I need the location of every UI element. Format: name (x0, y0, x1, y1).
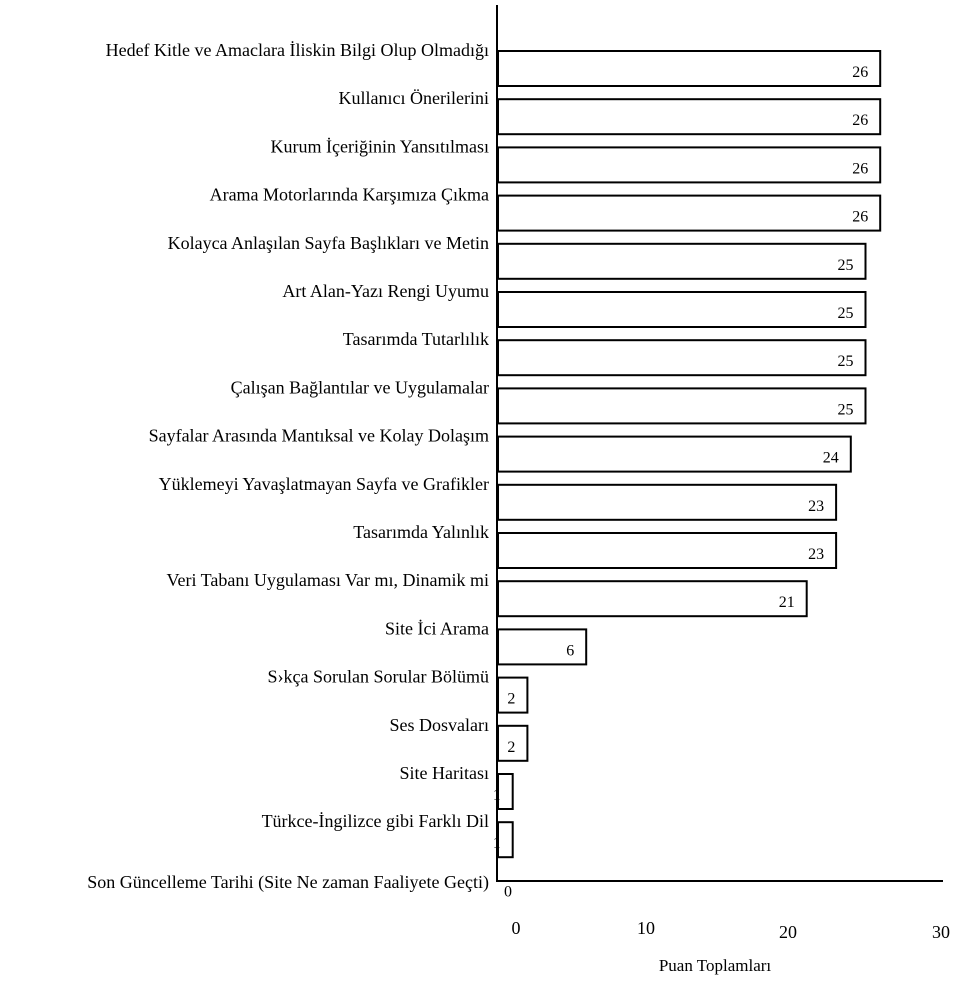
bar-13 (497, 676, 529, 714)
bar-4 (497, 242, 867, 280)
x-tick-label-0: 0 (512, 918, 521, 938)
bar-1 (497, 98, 882, 136)
bar-12 (497, 628, 588, 666)
category-label-6: Tasarımda Tutarlılık (343, 329, 489, 349)
category-label-3: Arama Motorlarında Karşımıza Çıkma (210, 185, 489, 205)
category-label-10: Tasarımda Yalınlık (353, 522, 489, 542)
category-label-11: Veri Tabanı Uygulaması Var mı, Dinamik m… (166, 570, 489, 590)
category-label-2: Kurum İçeriğinin Yansıtılması (271, 136, 490, 156)
bar-3 (497, 194, 882, 232)
bar-value-label-3: 26 (852, 209, 868, 226)
bar-value-label-17: 0 (504, 883, 512, 900)
category-label-7: Çalışan Bağlantılar ve Uygulamalar (231, 377, 489, 397)
bar-value-label-6: 25 (838, 353, 854, 370)
category-label-12: Site İci Arama (385, 618, 489, 638)
bar-10 (497, 532, 838, 569)
value-labels-layer: 262626262525252524232321622110 (493, 64, 869, 900)
category-label-5: Art Alan-Yazı Rengi Uyumu (282, 281, 489, 301)
category-label-17: Son Güncelleme Tarihi (Site Ne zaman Faa… (87, 872, 489, 893)
bar-11 (497, 580, 808, 618)
x-tick-label-30: 30 (932, 922, 950, 942)
bar-value-label-10: 23 (808, 546, 824, 563)
bar-value-label-2: 26 (852, 160, 868, 177)
category-labels-layer: Hedef Kitle ve Amaclara İliskin Bilgi Ol… (87, 40, 489, 893)
bar-9 (497, 483, 838, 521)
category-label-13: S›kça Sorulan Sorular Bölümü (268, 667, 489, 687)
bar-value-label-0: 26 (852, 64, 868, 81)
x-axis-title: Puan Toplamları (659, 956, 772, 975)
bar-value-label-1: 26 (852, 112, 868, 129)
category-label-4: Kolayca Anlaşılan Sayfa Başlıkları ve Me… (168, 233, 489, 253)
bar-value-label-4: 25 (838, 257, 854, 274)
x-tick-label-20: 20 (779, 922, 797, 942)
bar-2 (497, 146, 882, 184)
bar-0 (497, 50, 882, 87)
bar-value-label-14: 2 (507, 739, 515, 756)
bar-7 (497, 387, 867, 425)
category-label-8: Sayfalar Arasında Mantıksal ve Kolay Dol… (149, 426, 489, 446)
bar-value-label-9: 23 (808, 498, 824, 515)
bar-6 (497, 339, 867, 377)
bar-8 (497, 435, 852, 473)
bar-5 (497, 291, 867, 328)
category-label-9: Yüklemeyi Yavaşlatmayan Sayfa ve Grafikl… (159, 474, 489, 494)
bar-value-label-12: 6 (566, 642, 574, 659)
bar-value-label-8: 24 (823, 450, 839, 467)
bars-layer (497, 50, 882, 859)
bar-value-label-5: 25 (838, 305, 854, 322)
category-label-14: Ses Dosvaları (390, 715, 489, 735)
category-label-1: Kullanıcı Önerilerini (339, 88, 489, 108)
bar-value-label-11: 21 (779, 594, 795, 611)
x-ticks-layer: 0 10 20 30 (512, 918, 951, 942)
category-label-0: Hedef Kitle ve Amaclara İliskin Bilgi Ol… (106, 40, 489, 60)
category-label-16: Türkce-İngilizce gibi Farklı Dil (262, 811, 489, 831)
category-label-15: Site Haritası (400, 763, 489, 783)
x-tick-label-10: 10 (637, 918, 655, 938)
bar-value-label-7: 25 (838, 401, 854, 418)
bar-value-label-13: 2 (507, 691, 515, 708)
